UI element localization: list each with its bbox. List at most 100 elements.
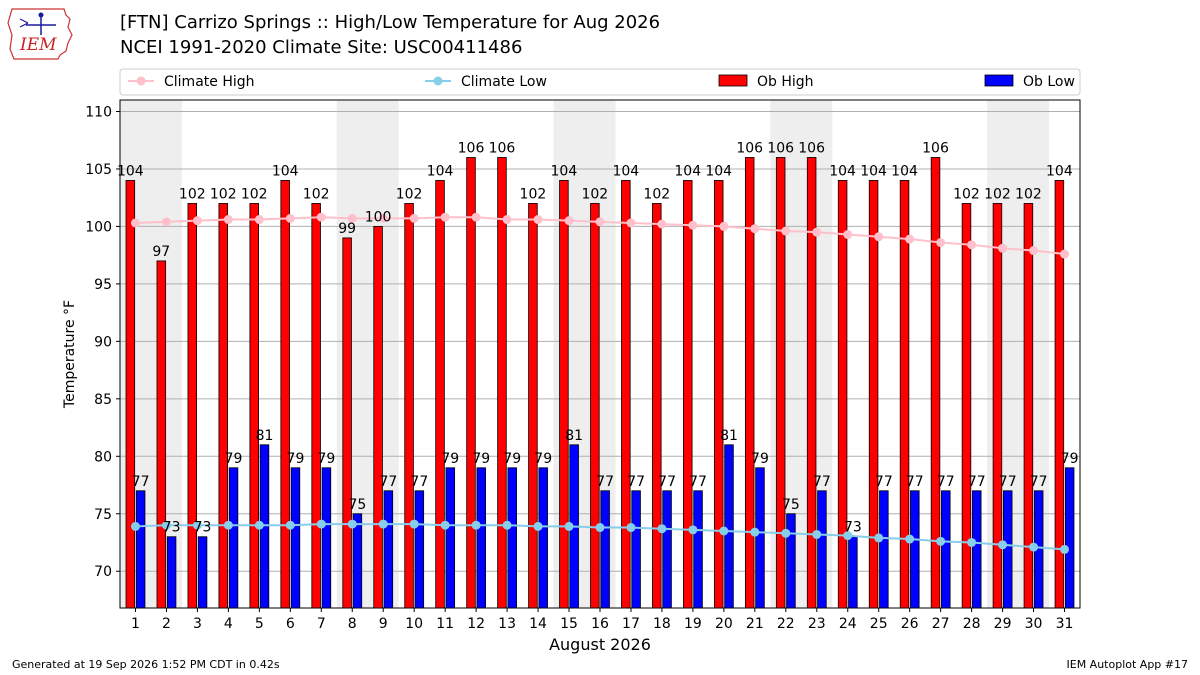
ob-high-legend-label: Ob High [757, 74, 814, 90]
climate-low-point [998, 540, 1008, 550]
ob-low-label: 79 [441, 451, 459, 467]
iem-logo: IEM [7, 8, 73, 60]
climate-high-point [936, 238, 946, 248]
x-tick-label: 26 [901, 616, 919, 632]
x-tick-label: 20 [715, 616, 733, 632]
climate-high-point [254, 215, 264, 225]
x-axis-ticks: 1 2 3 4 5 6 7 8 9 10 11 12 13 14 15 16 17 18 19 20 21 22 23 24 2… [131, 608, 1073, 632]
ob-high-bar [218, 203, 228, 609]
ob-low-bar [631, 490, 641, 609]
climate-high-point [843, 229, 853, 239]
ob-high-label: 102 [396, 186, 423, 202]
ob-low-bar [786, 513, 796, 609]
chart-subtitle: NCEI 1991-2020 Climate Site: USC00411486 [120, 37, 523, 58]
ob-low-legend-label: Ob Low [1023, 74, 1075, 90]
y-tick-label: 105 [85, 162, 112, 178]
climate-high-point [781, 226, 791, 236]
ob-high-bar [775, 157, 786, 609]
climate-high-point [471, 212, 481, 222]
x-tick-label: 28 [963, 616, 981, 632]
ob-low-bar [445, 467, 456, 609]
ob-low-label: 79 [1061, 451, 1079, 467]
ob-high-label: 102 [210, 186, 237, 202]
x-tick-label: 18 [653, 616, 671, 632]
y-tick-label: 110 [85, 104, 112, 120]
ob-high-legend-swatch [718, 74, 748, 87]
ob-high-bar [590, 203, 600, 609]
x-tick-label: 12 [467, 616, 485, 632]
ob-low-label: 77 [658, 474, 676, 490]
ob-low-label: 77 [968, 474, 986, 490]
ob-low-label: 79 [503, 451, 521, 467]
climate-high-point [285, 213, 295, 223]
ob-low-label: 77 [379, 474, 397, 490]
ob-high-bar [899, 180, 910, 609]
x-tick-label: 19 [684, 616, 702, 632]
x-tick-label: 29 [994, 616, 1012, 632]
climate-high-point [967, 240, 977, 250]
x-tick-label: 11 [436, 616, 454, 632]
ob-high-bar [342, 237, 352, 609]
ob-low-label: 79 [318, 451, 336, 467]
ob-high-label: 104 [117, 163, 144, 179]
climate-high-point [1029, 246, 1039, 256]
climate-high-point [812, 227, 822, 237]
climate-high-point [440, 212, 450, 222]
x-tick-label: 22 [777, 616, 795, 632]
ob-low-label: 79 [225, 451, 243, 467]
climate-low-point [719, 526, 729, 536]
climate-low-point [471, 520, 481, 530]
legend-frame [119, 68, 1081, 96]
climate-high-point [192, 216, 202, 226]
x-tick-label: 27 [932, 616, 950, 632]
climate-low-point [130, 521, 140, 531]
climate-low-point [1029, 542, 1039, 552]
ob-low-bar [755, 467, 765, 609]
y-tick-label: 90 [94, 334, 112, 350]
ob-high-label: 104 [705, 163, 732, 179]
x-tick-label: 2 [162, 616, 171, 632]
x-tick-label: 24 [839, 616, 857, 632]
weekend-shade [367, 100, 399, 608]
ob-high-label: 102 [1015, 186, 1042, 202]
climate-high-point [626, 218, 636, 228]
climate-high-point [1060, 249, 1070, 259]
x-tick-label: 31 [1056, 616, 1074, 632]
ob-low-bar [817, 490, 827, 609]
climate-high-point [750, 224, 760, 234]
y-axis-label: Temperature °F [62, 300, 78, 409]
ob-low-label: 77 [627, 474, 645, 490]
weekend-shade [1018, 100, 1050, 608]
climate-low-point [161, 520, 171, 530]
climate-low-point [967, 537, 977, 547]
ob-high-bar [961, 203, 972, 609]
legend: Climate High Climate Low Ob High Ob Low [119, 68, 1081, 96]
ob-high-label: 104 [551, 163, 578, 179]
ob-high-label: 106 [798, 140, 825, 156]
ob-low-bar [693, 490, 703, 609]
ob-high-label: 102 [520, 186, 547, 202]
ob-high-label: 106 [489, 140, 516, 156]
climate-high-point [409, 213, 419, 223]
ob-low-label: 77 [410, 474, 428, 490]
climate-low-point [812, 529, 822, 539]
weekend-shade [336, 100, 368, 608]
ob-low-label: 77 [875, 474, 893, 490]
climate-low-point [657, 524, 667, 534]
climate-low-point [378, 519, 388, 529]
ob-low-label: 79 [472, 451, 490, 467]
ob-low-bar [414, 490, 425, 609]
ob-low-label: 77 [132, 474, 150, 490]
generated-timestamp: Generated at 19 Sep 2026 1:52 PM CDT in … [12, 658, 280, 671]
x-tick-label: 16 [591, 616, 609, 632]
x-tick-label: 14 [529, 616, 547, 632]
ob-high-bar [404, 203, 414, 609]
climate-low-point [440, 520, 450, 530]
ob-high-label: 106 [922, 140, 949, 156]
ob-low-bar [166, 536, 177, 609]
ob-low-bar [879, 490, 889, 609]
x-tick-label: 25 [870, 616, 888, 632]
ob-low-bar [290, 467, 301, 609]
x-tick-label: 13 [498, 616, 516, 632]
ob-low-label: 75 [782, 497, 800, 513]
